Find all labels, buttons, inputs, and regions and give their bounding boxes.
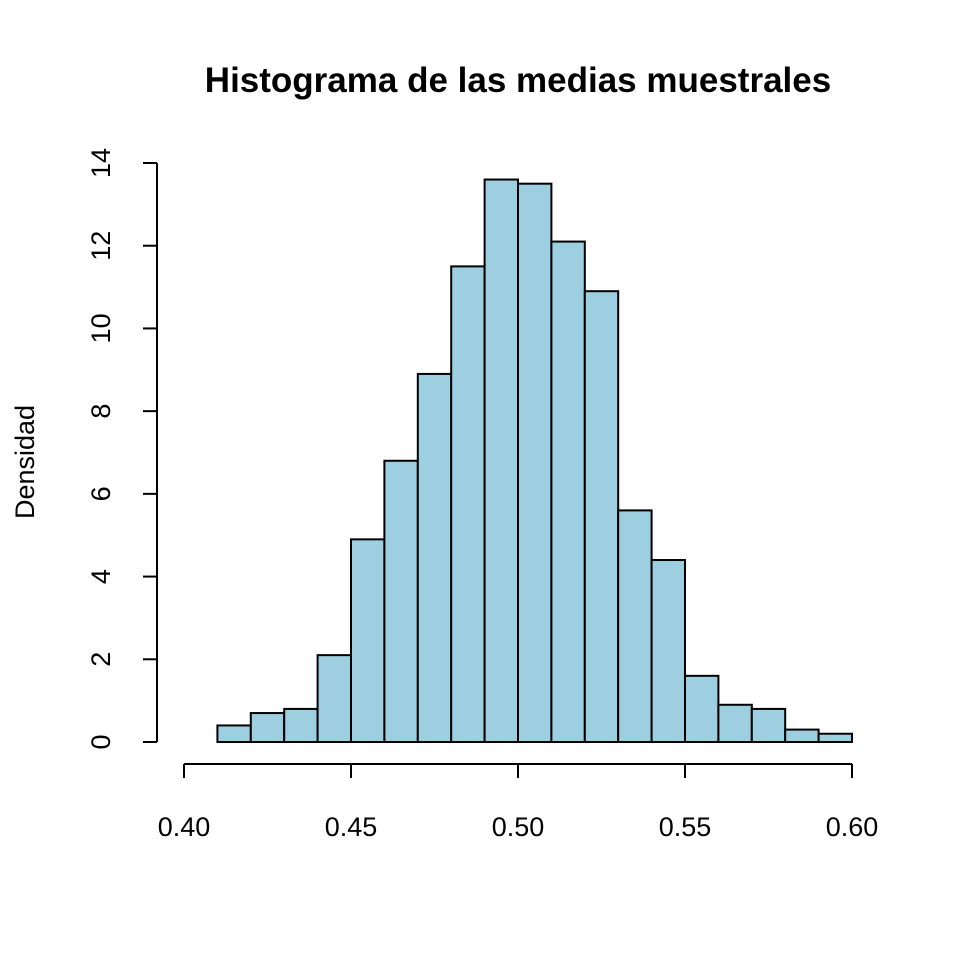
histogram-bar <box>617 509 653 743</box>
histogram-bar <box>784 728 820 743</box>
y-tick-label: 8 <box>86 404 116 419</box>
histogram-bar <box>283 707 319 744</box>
x-tick-label: 0.45 <box>325 812 378 842</box>
histogram-bar <box>684 674 720 743</box>
x-tick-label: 0.60 <box>826 812 879 842</box>
histogram-bar <box>416 372 453 743</box>
histogram-bar <box>249 712 286 743</box>
x-tick-label: 0.55 <box>659 812 712 842</box>
histogram-bar <box>817 732 853 744</box>
histogram-bar <box>717 703 753 743</box>
x-axis: 0.40 0.45 0.50 0.55 0.60 <box>158 763 879 842</box>
histogram-bar <box>517 182 553 743</box>
y-tick-label: 6 <box>86 486 116 501</box>
histogram-bar <box>350 538 386 743</box>
y-axis-label: Densidad <box>10 405 40 519</box>
bars-group <box>216 178 853 744</box>
histogram-bar <box>483 178 520 744</box>
histogram-bar <box>650 559 686 743</box>
y-tick-label: 10 <box>86 313 116 343</box>
y-tick-label: 14 <box>86 148 116 178</box>
histogram-bar <box>316 654 353 744</box>
histogram-bar <box>583 290 620 743</box>
histogram-bar <box>383 459 419 743</box>
y-tick-label: 12 <box>86 231 116 261</box>
histogram-bar <box>216 724 252 744</box>
x-tick-label: 0.50 <box>492 812 545 842</box>
x-tick-label: 0.40 <box>158 812 211 842</box>
y-tick-label: 0 <box>86 734 116 749</box>
y-axis: 0 2 4 6 8 10 12 14 <box>86 148 158 750</box>
y-tick-label: 2 <box>86 652 116 667</box>
histogram-bar <box>750 707 787 744</box>
histogram-bar <box>450 265 486 743</box>
y-tick-label: 4 <box>86 569 116 584</box>
histogram-bar <box>550 240 586 743</box>
chart-title: Histograma de las medias muestrales <box>205 61 831 100</box>
